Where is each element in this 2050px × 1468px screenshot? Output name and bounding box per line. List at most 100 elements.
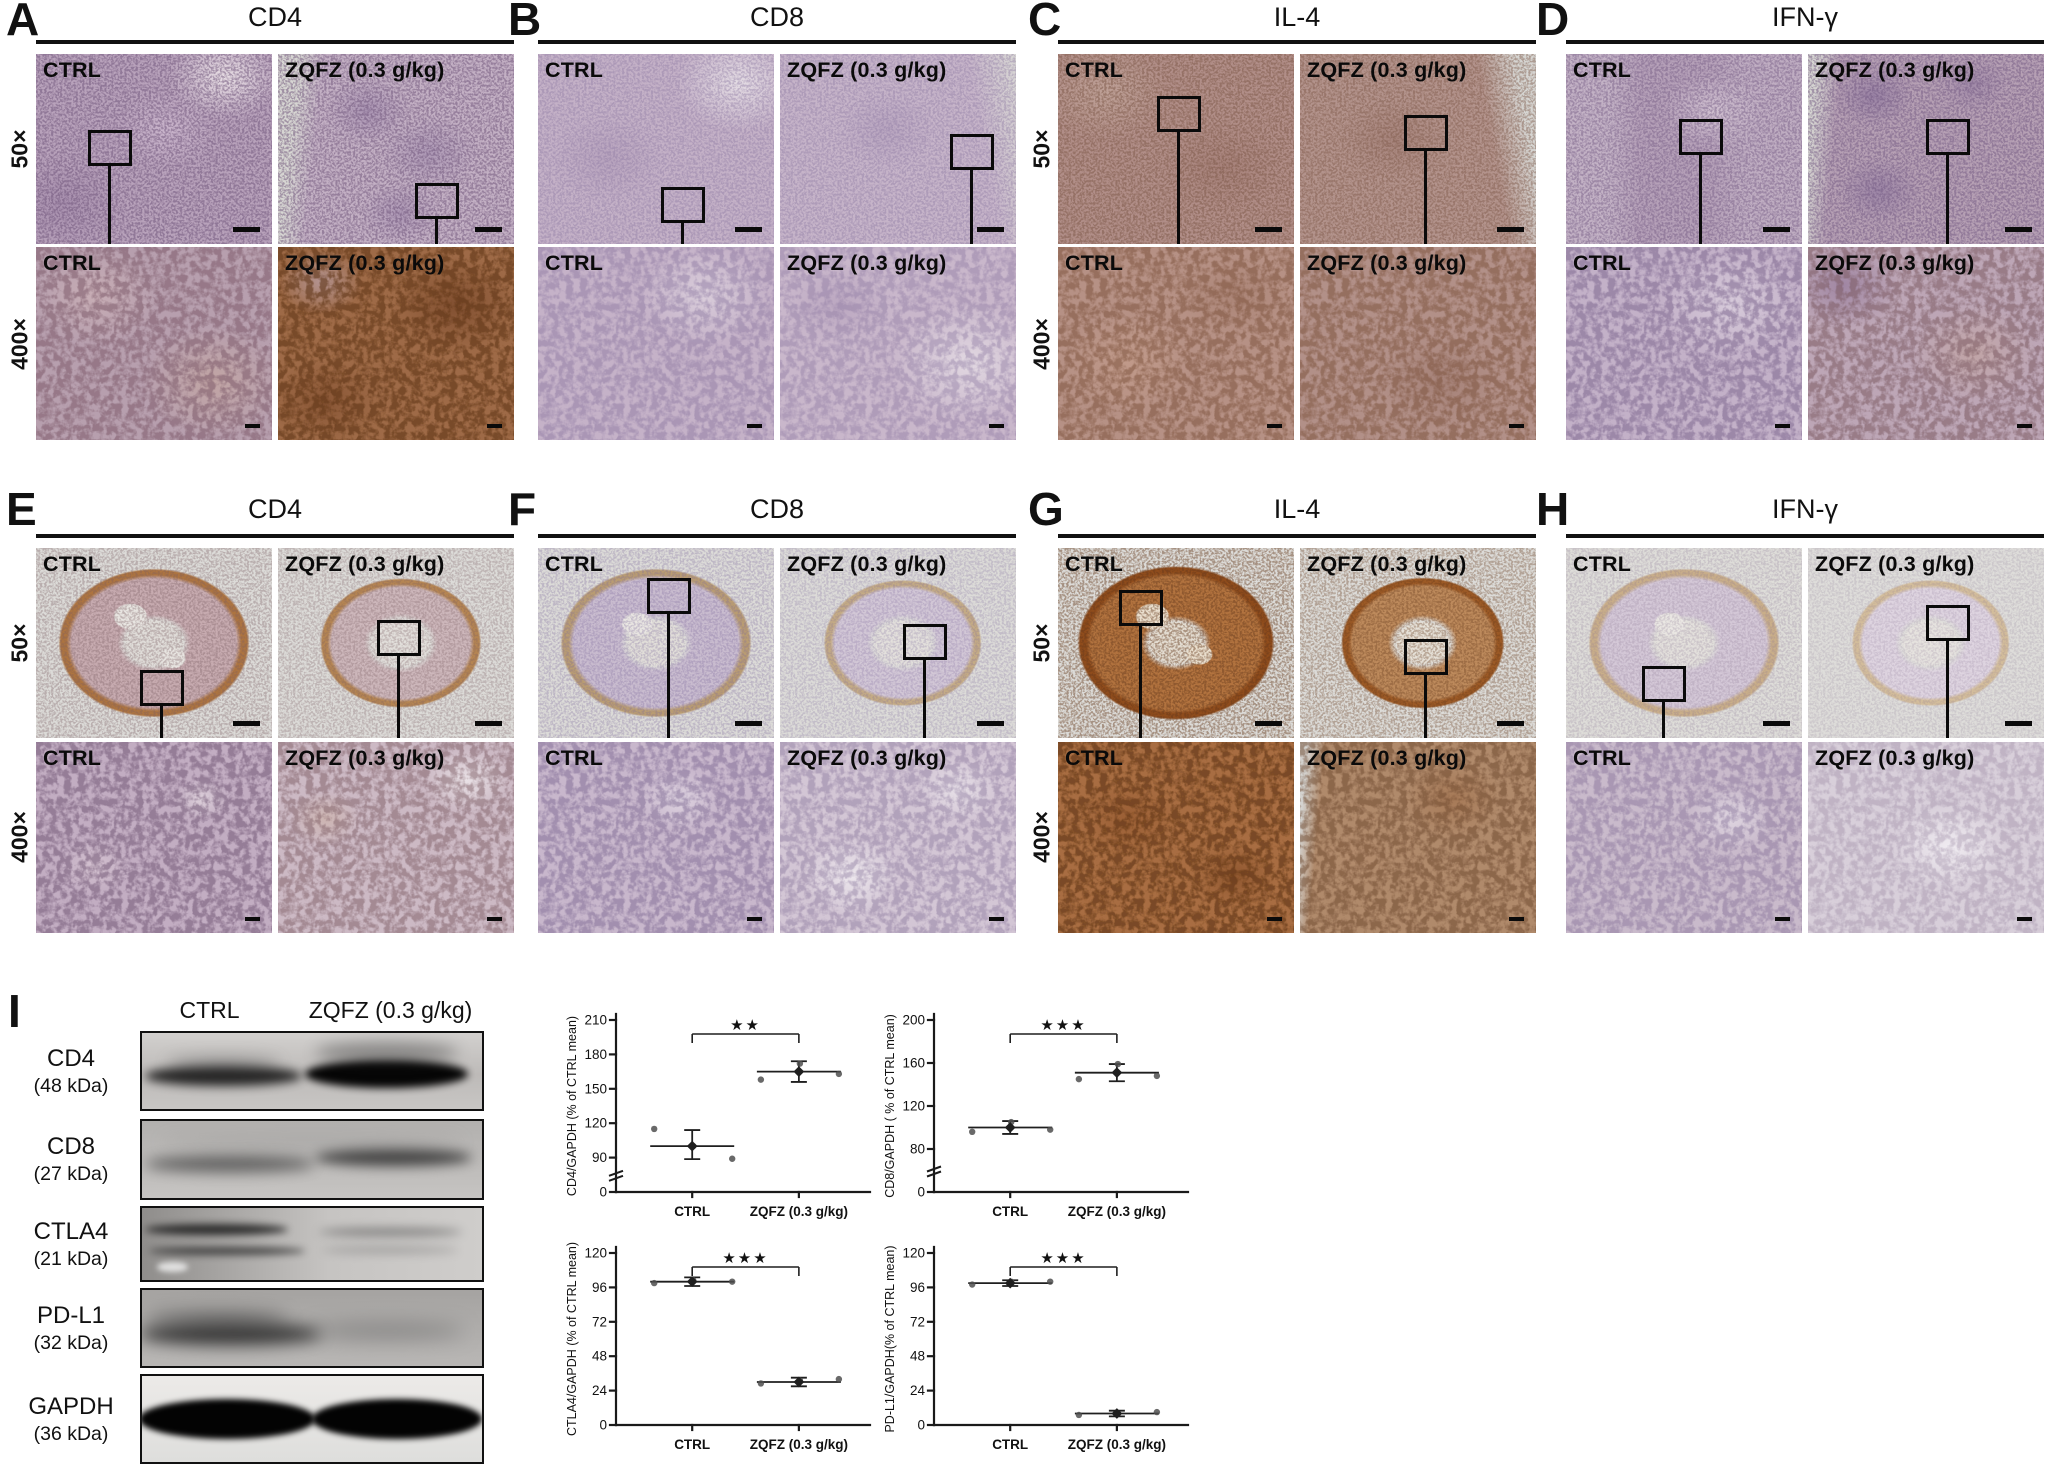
tissue-texture [36,54,272,244]
protein-band [315,1148,472,1166]
micrograph-50x-zqfz: ZQFZ (0.3 g/kg) [1300,548,1536,738]
inset-lead-line [1177,131,1181,244]
panel-header-underline [1058,534,1536,538]
molecular-weight: (27 kDa) [33,1163,109,1185]
micrograph-50x-ctrl: CTRL [538,548,774,738]
protein-band [145,1066,302,1087]
micrograph-50x-zqfz: ZQFZ (0.3 g/kg) [278,54,514,244]
scale-bar [487,917,502,921]
inset-lead-line [107,166,111,244]
inset-lead-line [434,219,438,244]
inset-lead-line [1423,675,1427,738]
micrograph-400x-zqfz: ZQFZ (0.3 g/kg) [1300,742,1536,933]
inset-box [87,130,132,166]
micrograph-50x-ctrl: CTRL [36,54,272,244]
protein-band [142,1322,323,1346]
molecular-weight: (32 kDa) [33,1331,109,1354]
condition-label: ZQFZ (0.3 g/kg) [787,251,947,275]
magnification-label-400x: 400× [6,318,33,370]
condition-label: CTRL [1065,58,1124,82]
tissue-texture [1808,247,2044,440]
condition-label: ZQFZ (0.3 g/kg) [1307,58,1467,82]
condition-label: ZQFZ (0.3 g/kg) [285,552,445,576]
panel-letter: B [508,0,542,45]
scale-bar [1255,227,1282,232]
lane-label-ctrl: CTRL [179,997,240,1023]
svg-text:CTRL: CTRL [674,1204,710,1219]
scale-bar [747,424,762,428]
panel-marker-title: IL-4 [1273,494,1321,524]
panel-marker-title: CD4 [247,2,302,32]
panel-header-underline [36,534,514,538]
scatter-plot-cd4: 0 90 120 150 180 210 CTRL ZQFZ (0.3 g/kg) ★★ CD4/… [565,1013,872,1219]
protein-band [305,1059,469,1089]
tissue-texture [780,54,1016,244]
inset-box [414,183,459,220]
tissue-texture [780,247,1016,440]
protein-band [148,1247,306,1256]
micrograph-50x-ctrl: CTRL [1058,548,1294,738]
condition-label: CTRL [1573,552,1632,576]
svg-text:210: 210 [584,1013,607,1028]
svg-text:120: 120 [902,1246,925,1261]
svg-text:180: 180 [584,1047,607,1062]
scale-bar [1763,227,1790,232]
micrograph-50x-zqfz: ZQFZ (0.3 g/kg) [1808,548,2044,738]
scale-bar [735,721,762,726]
inset-box [902,624,947,660]
condition-label: CTRL [545,58,604,82]
scale-bar [1267,917,1282,921]
inset-box [949,133,994,170]
inset-lead-line [1699,154,1703,244]
scale-bar [2017,424,2032,428]
scale-bar [989,917,1004,921]
svg-text:90: 90 [592,1150,607,1165]
tissue-texture [780,548,1016,738]
micrograph-50x-ctrl: CTRL [36,548,272,738]
panel-marker-title: IFN-γ [1772,2,1838,32]
magnification-label-50x: 50× [1028,623,1055,663]
blot-target-label: CD4 (48 kDa) [8,1031,134,1111]
panel-header-underline [1058,40,1536,44]
svg-text:96: 96 [910,1280,925,1295]
inset-box [139,669,184,706]
svg-text:48: 48 [592,1349,607,1364]
micrograph-400x-ctrl: CTRL [1058,742,1294,933]
svg-text:ZQFZ (0.3 g/kg): ZQFZ (0.3 g/kg) [750,1204,848,1219]
svg-text:72: 72 [592,1314,607,1329]
scale-bar [245,424,260,428]
scale-bar [747,917,762,921]
scale-bar [2017,917,2032,921]
tissue-texture [1300,742,1536,933]
condition-label: ZQFZ (0.3 g/kg) [1815,58,1975,82]
micrograph-400x-zqfz: ZQFZ (0.3 g/kg) [278,742,514,933]
inset-lead-line [1946,154,1949,244]
micrograph-50x-zqfz: ZQFZ (0.3 g/kg) [1300,54,1536,244]
scale-bar [1267,424,1282,428]
panel-header-underline [1566,534,2044,538]
scale-bar [1509,917,1524,921]
blot-target-label: CD8 (27 kDa) [8,1119,134,1200]
condition-label: ZQFZ (0.3 g/kg) [787,746,947,770]
inset-box [1926,118,1970,155]
blot-target-label: GAPDH (36 kDa) [8,1374,134,1464]
condition-label: CTRL [1065,251,1124,275]
condition-label: CTRL [1065,746,1124,770]
scale-bar [475,227,502,232]
molecular-weight: (48 kDa) [33,1074,109,1097]
condition-label: ZQFZ (0.3 g/kg) [787,552,947,576]
protein-name: CTLA4 [33,1217,109,1245]
tissue-texture [1808,742,2044,933]
svg-text:ZQFZ (0.3 g/kg): ZQFZ (0.3 g/kg) [750,1437,848,1452]
condition-label: CTRL [43,58,102,82]
tissue-texture [36,247,272,440]
scale-bar [1255,721,1282,726]
svg-text:CTRL: CTRL [674,1437,710,1452]
condition-label: ZQFZ (0.3 g/kg) [285,251,445,275]
condition-label: ZQFZ (0.3 g/kg) [1815,552,1975,576]
svg-text:0: 0 [599,1418,607,1433]
blot-image [140,1374,484,1464]
condition-label: CTRL [545,746,604,770]
panel-header-underline [538,40,1016,44]
scale-bar [977,227,1004,232]
